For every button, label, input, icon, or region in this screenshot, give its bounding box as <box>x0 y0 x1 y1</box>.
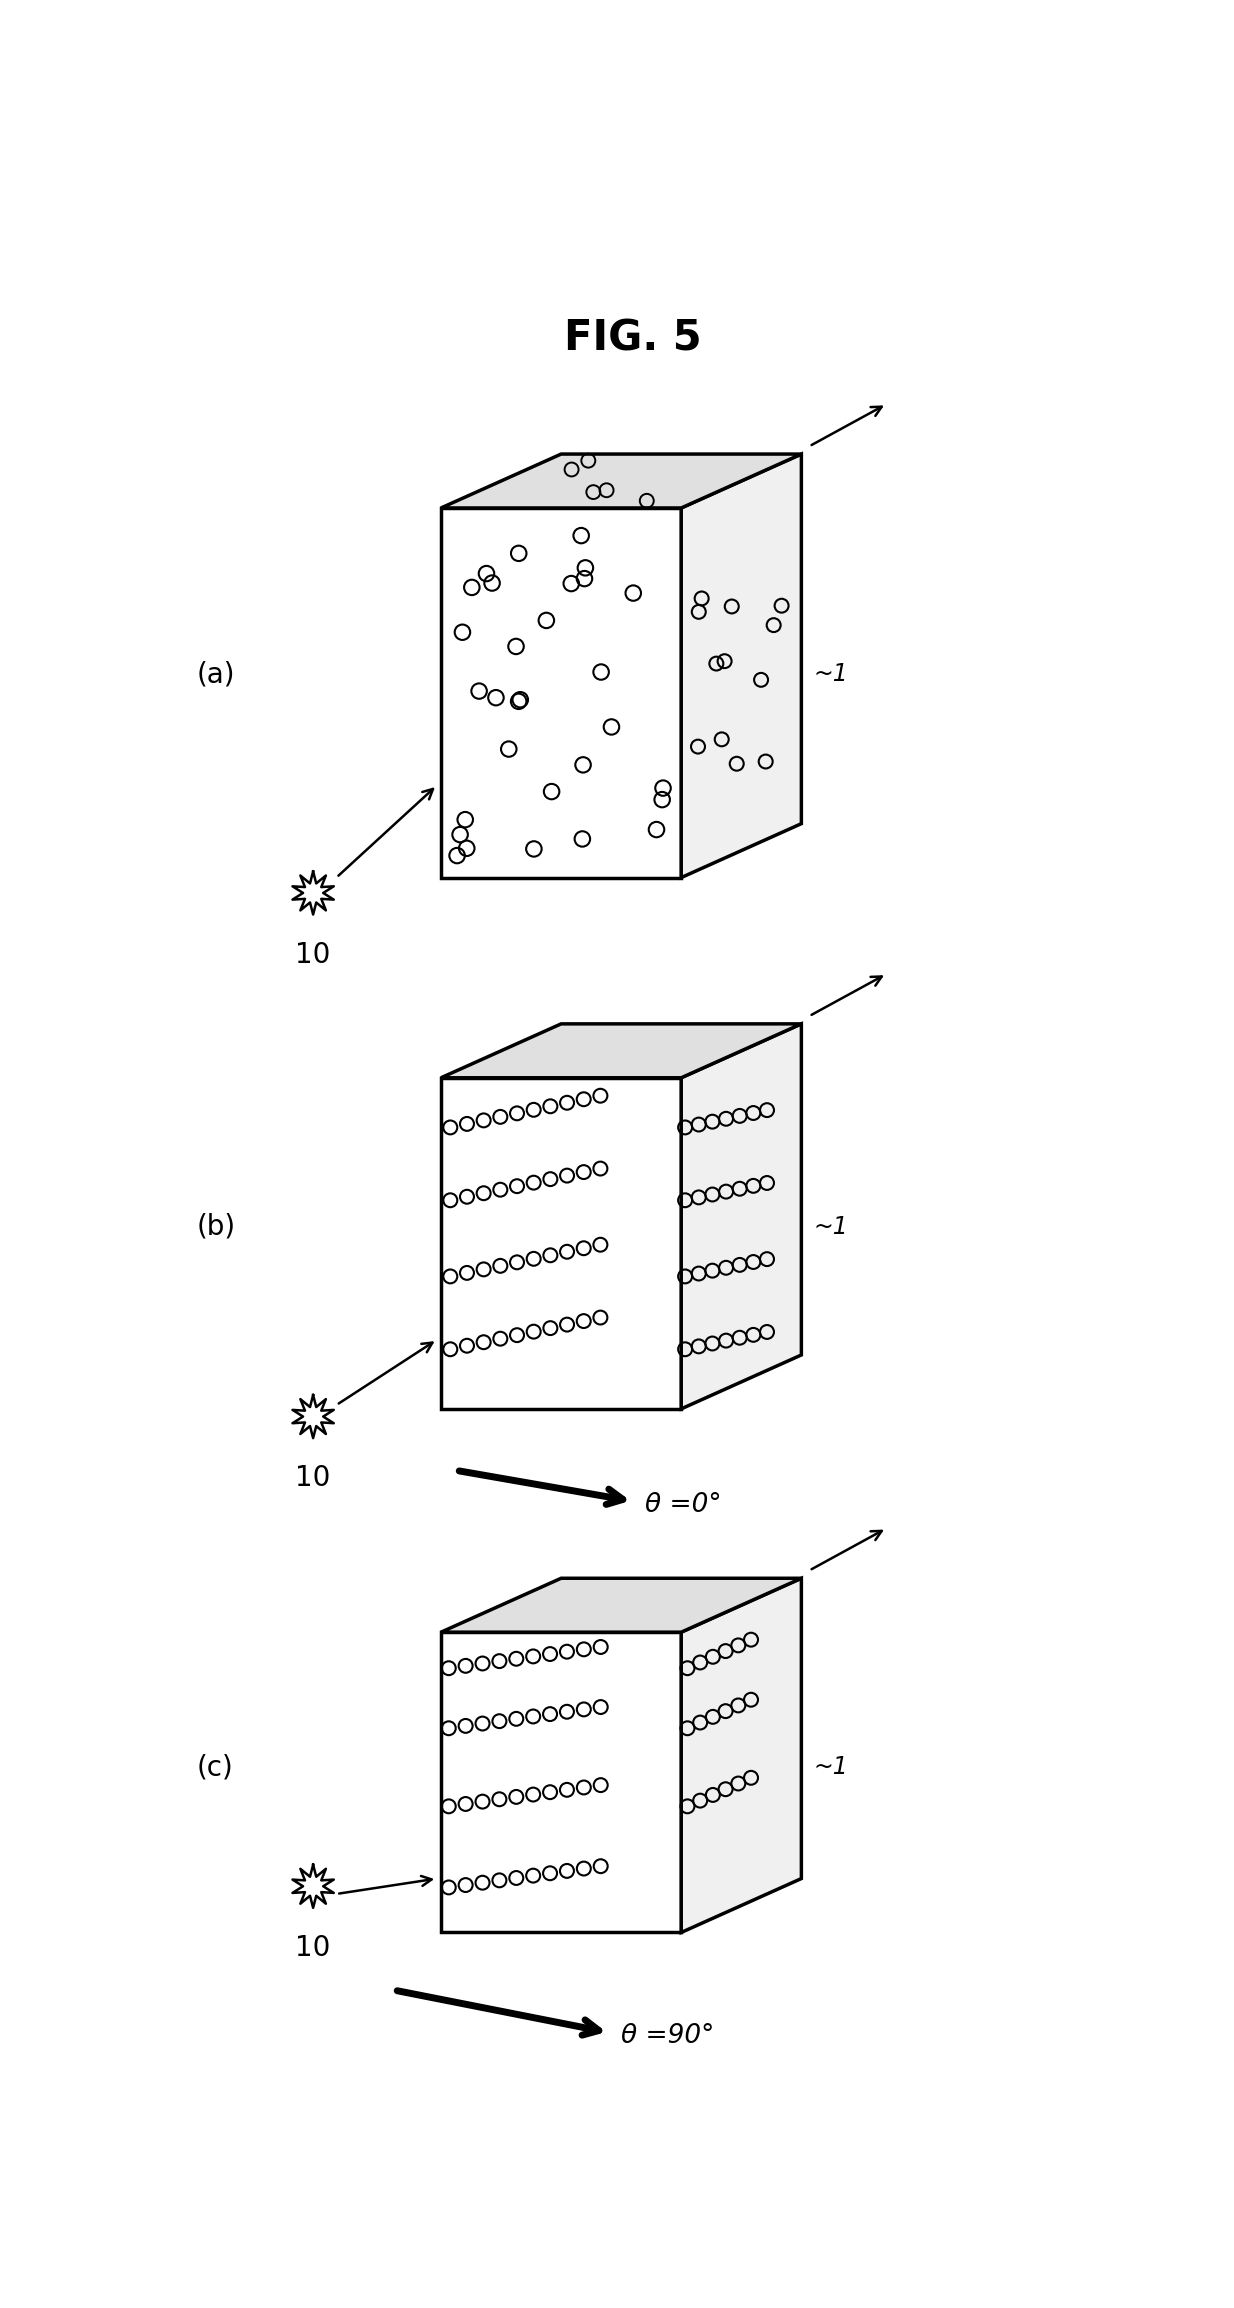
Text: FIG. 5: FIG. 5 <box>564 319 701 360</box>
Polygon shape <box>441 1632 681 1932</box>
Polygon shape <box>681 455 801 877</box>
Polygon shape <box>681 1579 801 1932</box>
Text: ~1: ~1 <box>813 1214 848 1239</box>
Text: (b): (b) <box>197 1212 236 1242</box>
Text: 10: 10 <box>295 942 331 969</box>
Text: ~1: ~1 <box>813 662 848 685</box>
Polygon shape <box>292 872 333 914</box>
Text: 10: 10 <box>295 1463 331 1493</box>
Polygon shape <box>681 1025 801 1408</box>
Polygon shape <box>441 1579 801 1632</box>
Text: θ =0°: θ =0° <box>645 1491 722 1519</box>
Text: (a): (a) <box>197 660 236 688</box>
Polygon shape <box>441 1078 681 1408</box>
Polygon shape <box>441 1025 801 1078</box>
Text: (c): (c) <box>197 1754 233 1782</box>
Text: θ =90°: θ =90° <box>621 2024 714 2050</box>
Polygon shape <box>292 1865 333 1909</box>
Text: ~1: ~1 <box>813 1756 848 1779</box>
Polygon shape <box>441 508 681 877</box>
Text: 10: 10 <box>295 1934 331 1962</box>
Polygon shape <box>441 455 801 508</box>
Polygon shape <box>292 1394 333 1438</box>
